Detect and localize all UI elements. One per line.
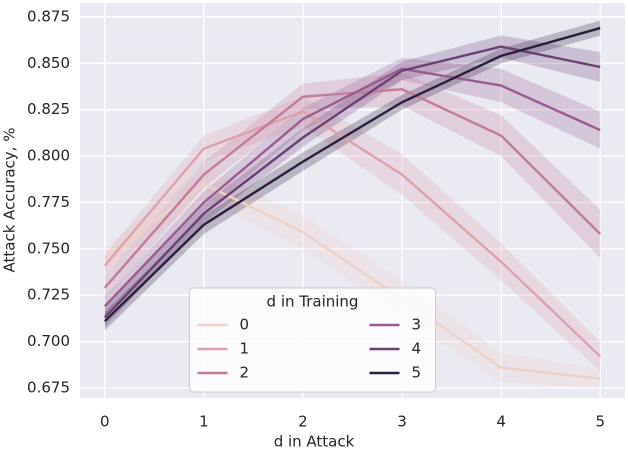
legend-label: 3	[412, 316, 422, 334]
x-tick-label: 1	[199, 413, 209, 431]
y-axis-label: Attack Accuracy, %	[1, 128, 19, 273]
y-tick-label: 0.800	[27, 147, 70, 165]
legend-label: 5	[412, 364, 422, 382]
y-tick-label: 0.775	[27, 193, 70, 211]
x-tick-label: 2	[298, 413, 308, 431]
legend-label: 4	[412, 340, 422, 358]
line	[103, 26, 601, 323]
legend-box	[189, 287, 436, 393]
legend: d in Training 0 1 2 3 4 5	[189, 287, 436, 393]
y-tick-label: 0.675	[27, 378, 70, 396]
legend-label: 1	[240, 340, 250, 358]
y-tick-label: 0.700	[27, 332, 70, 350]
x-tick-label: 3	[397, 413, 407, 431]
line	[103, 110, 602, 358]
x-tick-label: 5	[595, 413, 605, 431]
confidence-band	[104, 96, 601, 372]
legend-title: d in Training	[267, 293, 359, 311]
y-tick-label: 0.825	[27, 100, 70, 118]
confidence-band	[104, 35, 601, 327]
y-tick-label: 0.875	[27, 7, 70, 25]
legend-label: 2	[240, 364, 250, 382]
x-tick-label: 0	[100, 413, 110, 431]
x-axis-label: d in Attack	[274, 433, 355, 451]
line	[103, 67, 601, 308]
confidence-band	[104, 169, 601, 388]
x-tick-label: 4	[496, 413, 506, 431]
y-tick-label: 0.850	[27, 54, 70, 72]
y-tick-label: 0.725	[27, 286, 70, 304]
y-tick-label: 0.750	[27, 239, 70, 257]
legend-label: 0	[240, 316, 250, 334]
line	[104, 182, 601, 380]
confidence-band	[104, 72, 601, 299]
